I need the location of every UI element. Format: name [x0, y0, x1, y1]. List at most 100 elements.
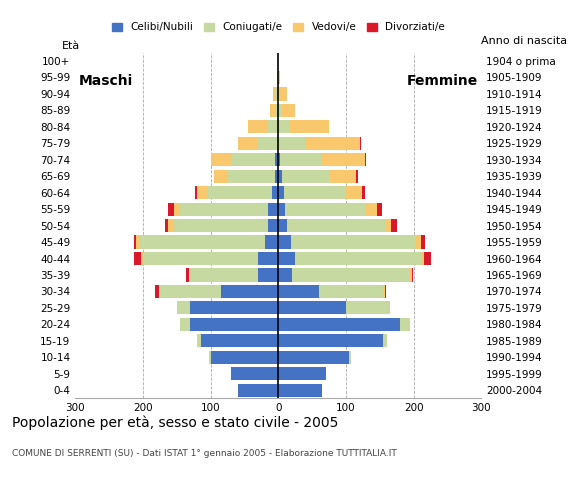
Bar [367, 203, 376, 216]
Bar [238, 384, 278, 397]
Bar [356, 169, 357, 183]
Bar [197, 334, 201, 348]
Bar [412, 268, 413, 282]
Bar [271, 186, 278, 199]
Bar [292, 268, 411, 282]
Bar [278, 120, 288, 133]
Bar [238, 137, 258, 150]
Bar [201, 334, 278, 348]
Bar [207, 186, 271, 199]
Bar [349, 351, 351, 364]
Bar [278, 87, 280, 100]
Bar [221, 285, 278, 298]
Bar [276, 104, 278, 117]
Bar [231, 367, 278, 380]
Bar [383, 334, 387, 348]
Bar [421, 236, 425, 249]
Bar [280, 87, 287, 100]
Bar [278, 301, 346, 314]
Bar [385, 219, 392, 232]
Bar [278, 351, 349, 364]
Bar [282, 104, 295, 117]
Bar [265, 236, 278, 249]
Bar [214, 169, 227, 183]
Bar [275, 153, 278, 167]
Bar [385, 285, 386, 298]
Bar [258, 252, 278, 265]
Bar [140, 236, 265, 249]
Bar [190, 301, 278, 314]
Bar [278, 153, 280, 167]
Bar [168, 219, 173, 232]
Bar [278, 169, 282, 183]
Bar [278, 104, 282, 117]
Bar [295, 252, 420, 265]
Bar [227, 169, 275, 183]
Bar [321, 153, 365, 167]
Text: Femmine: Femmine [407, 74, 478, 88]
Bar [284, 186, 345, 199]
Bar [285, 203, 367, 216]
Bar [277, 71, 278, 84]
Bar [158, 285, 160, 298]
Bar [275, 169, 278, 183]
Bar [276, 87, 278, 100]
Bar [168, 203, 173, 216]
Bar [345, 186, 362, 199]
Bar [134, 252, 141, 265]
Bar [155, 285, 158, 298]
Bar [362, 186, 365, 199]
Bar [306, 137, 360, 150]
Bar [411, 268, 412, 282]
Bar [383, 285, 385, 298]
Bar [278, 384, 322, 397]
Text: Popolazione per età, sesso e stato civile - 2005: Popolazione per età, sesso e stato civil… [12, 415, 338, 430]
Bar [346, 301, 390, 314]
Bar [278, 219, 287, 232]
Bar [197, 186, 207, 199]
Bar [189, 268, 190, 282]
Bar [180, 203, 268, 216]
Text: Maschi: Maschi [79, 74, 133, 88]
Bar [195, 186, 197, 199]
Bar [258, 137, 278, 150]
Bar [190, 268, 258, 282]
Bar [291, 236, 416, 249]
Bar [278, 285, 319, 298]
Bar [177, 301, 190, 314]
Bar [278, 71, 280, 84]
Bar [270, 104, 276, 117]
Bar [278, 236, 291, 249]
Bar [141, 252, 143, 265]
Bar [280, 153, 321, 167]
Y-axis label: Anno di nascita: Anno di nascita [481, 36, 567, 46]
Bar [278, 137, 306, 150]
Bar [273, 87, 276, 100]
Bar [231, 153, 275, 167]
Bar [400, 318, 410, 331]
Bar [278, 334, 383, 348]
Bar [268, 219, 278, 232]
Bar [211, 351, 278, 364]
Bar [365, 153, 367, 167]
Bar [180, 318, 190, 331]
Bar [134, 236, 136, 249]
Bar [268, 203, 278, 216]
Bar [278, 186, 284, 199]
Bar [282, 169, 329, 183]
Bar [329, 169, 356, 183]
Bar [160, 285, 221, 298]
Bar [278, 367, 326, 380]
Bar [173, 219, 268, 232]
Bar [420, 252, 424, 265]
Bar [186, 268, 189, 282]
Bar [173, 203, 180, 216]
Bar [392, 219, 397, 232]
Bar [278, 268, 292, 282]
Bar [376, 203, 382, 216]
Bar [258, 268, 278, 282]
Bar [319, 285, 383, 298]
Bar [190, 318, 278, 331]
Bar [268, 120, 278, 133]
Bar [248, 120, 268, 133]
